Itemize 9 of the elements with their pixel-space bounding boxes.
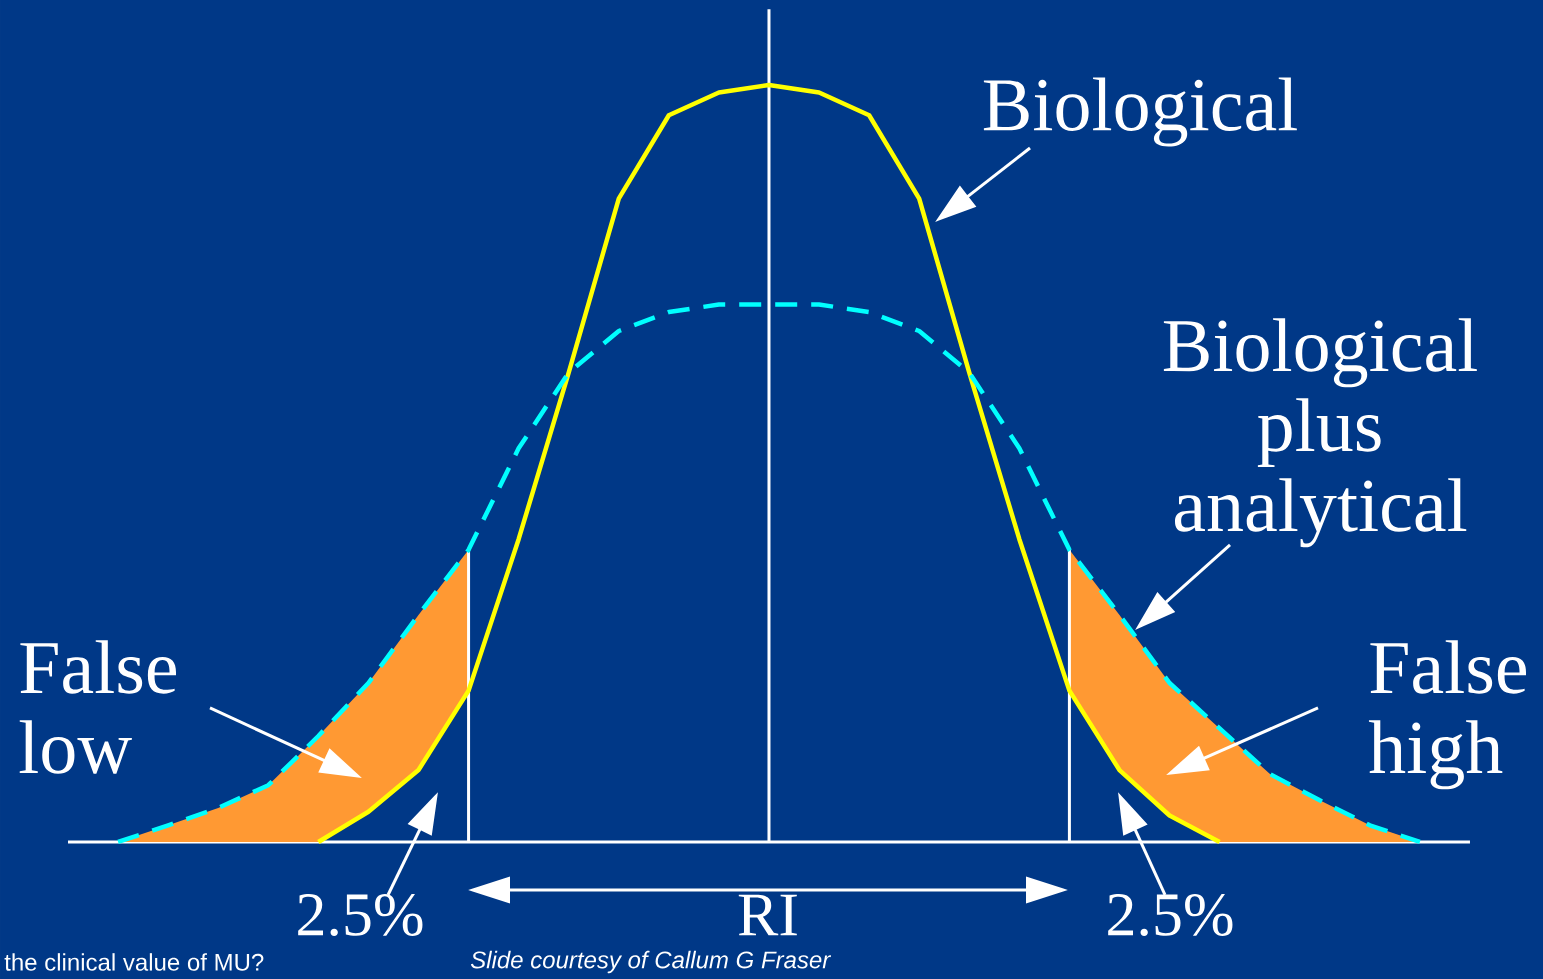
annotation: Biological [983,77,1297,147]
annotation: False high [1368,640,1526,790]
text: Slide courtesy of Callum G Fraser [470,950,832,974]
text: 2.5% [298,893,423,937]
annotation: False low [19,640,176,774]
text: 2.5% [1108,893,1233,937]
annotation: Biological plus analytical [1163,318,1477,548]
text: the clinical value of MU? [4,953,264,971]
text: RI [738,894,797,936]
